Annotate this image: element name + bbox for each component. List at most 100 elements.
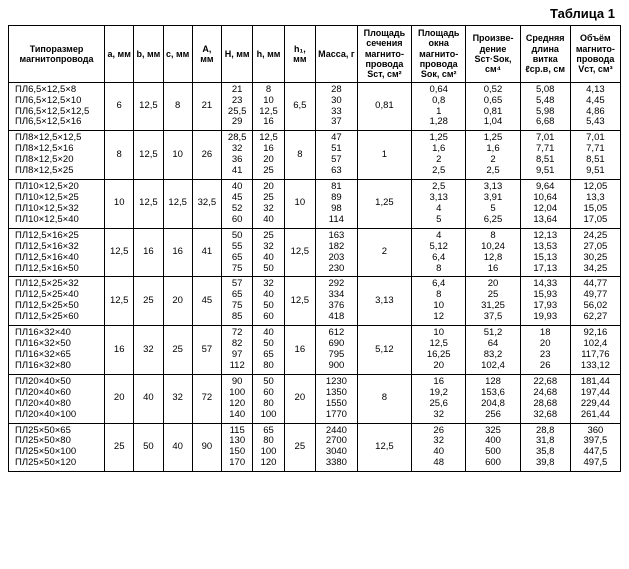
cell: ПЛ10×12,5×20ПЛ10×12,5×25ПЛ10×12,5×32ПЛ10… xyxy=(9,180,105,229)
cell: 728297112 xyxy=(222,326,253,375)
cell: 72 xyxy=(192,374,221,423)
cell: 40 xyxy=(163,423,192,472)
cell: 8 xyxy=(357,374,411,423)
cell: 1230135015501770 xyxy=(316,374,358,423)
cell: 7,017,718,519,51 xyxy=(520,131,570,180)
cell: 360397,5447,5497,5 xyxy=(570,423,620,472)
cell: 57 xyxy=(192,326,221,375)
h-type: Типоразмер магнитопровода xyxy=(9,26,105,83)
cell: 41 xyxy=(192,228,221,277)
cell: ПЛ20×40×50ПЛ20×40×60ПЛ20×40×80ПЛ20×40×10… xyxy=(9,374,105,423)
cell: 7,017,718,519,51 xyxy=(570,131,620,180)
cell: 50 xyxy=(134,423,163,472)
cell: 1,25 xyxy=(357,180,411,229)
cell: 2,53,1345 xyxy=(412,180,466,229)
cell: 12,5 xyxy=(134,131,163,180)
cell: 51,26483,2102,4 xyxy=(466,326,520,375)
cell: 26324048 xyxy=(412,423,466,472)
cell: 20 xyxy=(105,374,134,423)
cell: 26 xyxy=(192,131,221,180)
cell: 16 xyxy=(134,228,163,277)
cell: 212325,529 xyxy=(222,82,253,131)
cell: 25 xyxy=(134,277,163,326)
cell: 506080100 xyxy=(253,374,284,423)
cell: 1 xyxy=(357,131,411,180)
cell: 2 xyxy=(357,228,411,277)
cell: 12,5 xyxy=(284,277,315,326)
cell: 90 xyxy=(192,423,221,472)
h-prod: Произве­дение Sст·Sок, см⁴ xyxy=(466,26,520,83)
cell: 12,5 xyxy=(134,82,163,131)
cell: 325400500600 xyxy=(466,423,520,472)
cell: 1,251,622,5 xyxy=(412,131,466,180)
cell: 292334376418 xyxy=(316,277,358,326)
cell: 18202326 xyxy=(520,326,570,375)
cell: 24,2527,0530,2534,25 xyxy=(570,228,620,277)
table-row: ПЛ25×50×65ПЛ25×50×80ПЛ25×50×100ПЛ25×50×1… xyxy=(9,423,621,472)
cell: 202531,2537,5 xyxy=(466,277,520,326)
cell: ПЛ12,5×25×32ПЛ12,5×25×40ПЛ12,5×25×50ПЛ12… xyxy=(9,277,105,326)
cell: 92,16102,4117,76133,12 xyxy=(570,326,620,375)
cell: 12,1313,5315,1317,13 xyxy=(520,228,570,277)
cell: 14,3315,9317,9319,93 xyxy=(520,277,570,326)
cell: 20 xyxy=(284,374,315,423)
h-v: Объём магнито­провода Vст, см³ xyxy=(570,26,620,83)
h-A: A, мм xyxy=(192,26,221,83)
cell: 128153,6204,8256 xyxy=(466,374,520,423)
cell: 12,0513,315,0517,05 xyxy=(570,180,620,229)
cell: 0,81 xyxy=(357,82,411,131)
cell: 12,5 xyxy=(163,180,192,229)
table-row: ПЛ20×40×50ПЛ20×40×60ПЛ20×40×80ПЛ20×40×10… xyxy=(9,374,621,423)
h-len: Средняя длина витка ℓср.в, см xyxy=(520,26,570,83)
cell: 22,6824,6828,6832,68 xyxy=(520,374,570,423)
cell: 8 xyxy=(163,82,192,131)
cell: 81012,516 xyxy=(253,82,284,131)
cell: 6 xyxy=(105,82,134,131)
cell: 163182203230 xyxy=(316,228,358,277)
h-c: c, мм xyxy=(163,26,192,83)
cell: 12,5162025 xyxy=(253,131,284,180)
cell: 1012,516,2520 xyxy=(412,326,466,375)
cell: 20253240 xyxy=(253,180,284,229)
cell: 90100120140 xyxy=(222,374,253,423)
h-H: H, мм xyxy=(222,26,253,83)
cell: 44,7749,7756,0262,27 xyxy=(570,277,620,326)
cell: 12,5 xyxy=(357,423,411,472)
cell: 3,133,9156,25 xyxy=(466,180,520,229)
cell: 12,5 xyxy=(105,277,134,326)
cell: 12,5 xyxy=(284,228,315,277)
table-title: Таблица 1 xyxy=(8,6,621,21)
cell: 3,13 xyxy=(357,277,411,326)
cell: 45,126,48 xyxy=(412,228,466,277)
cell: 818998114 xyxy=(316,180,358,229)
cell: 5,085,485,986,68 xyxy=(520,82,570,131)
cell: 0,520,650,811,04 xyxy=(466,82,520,131)
cell: 6,481012 xyxy=(412,277,466,326)
cell: 40 xyxy=(134,374,163,423)
table-row: ПЛ8×12,5×12,5ПЛ8×12,5×16ПЛ8×12,5×20ПЛ8×1… xyxy=(9,131,621,180)
cell: 1,251,622,5 xyxy=(466,131,520,180)
cell: 47515763 xyxy=(316,131,358,180)
cell: 25 xyxy=(105,423,134,472)
cell: ПЛ25×50×65ПЛ25×50×80ПЛ25×50×100ПЛ25×50×1… xyxy=(9,423,105,472)
cell: 8 xyxy=(284,131,315,180)
cell: 12,5 xyxy=(105,228,134,277)
cell: 12,5 xyxy=(134,180,163,229)
cell: 5,12 xyxy=(357,326,411,375)
cell: ПЛ12,5×16×25ПЛ12,5×16×32ПЛ12,5×16×40ПЛ12… xyxy=(9,228,105,277)
table-row: ПЛ12,5×16×25ПЛ12,5×16×32ПЛ12,5×16×40ПЛ12… xyxy=(9,228,621,277)
cell: 32405060 xyxy=(253,277,284,326)
cell: 25324050 xyxy=(253,228,284,277)
cell: 16 xyxy=(284,326,315,375)
cell: 10 xyxy=(284,180,315,229)
cell: 28,831,835,839,8 xyxy=(520,423,570,472)
h-a: a, мм xyxy=(105,26,134,83)
cell: 8 xyxy=(105,131,134,180)
cell: ПЛ16×32×40ПЛ16×32×50ПЛ16×32×65ПЛ16×32×80 xyxy=(9,326,105,375)
cell: ПЛ8×12,5×12,5ПЛ8×12,5×16ПЛ8×12,5×20ПЛ8×1… xyxy=(9,131,105,180)
cell: 2440270030403380 xyxy=(316,423,358,472)
cell: 40455260 xyxy=(222,180,253,229)
h-b: b, мм xyxy=(134,26,163,83)
h-h: h, мм xyxy=(253,26,284,83)
cell: 16 xyxy=(163,228,192,277)
